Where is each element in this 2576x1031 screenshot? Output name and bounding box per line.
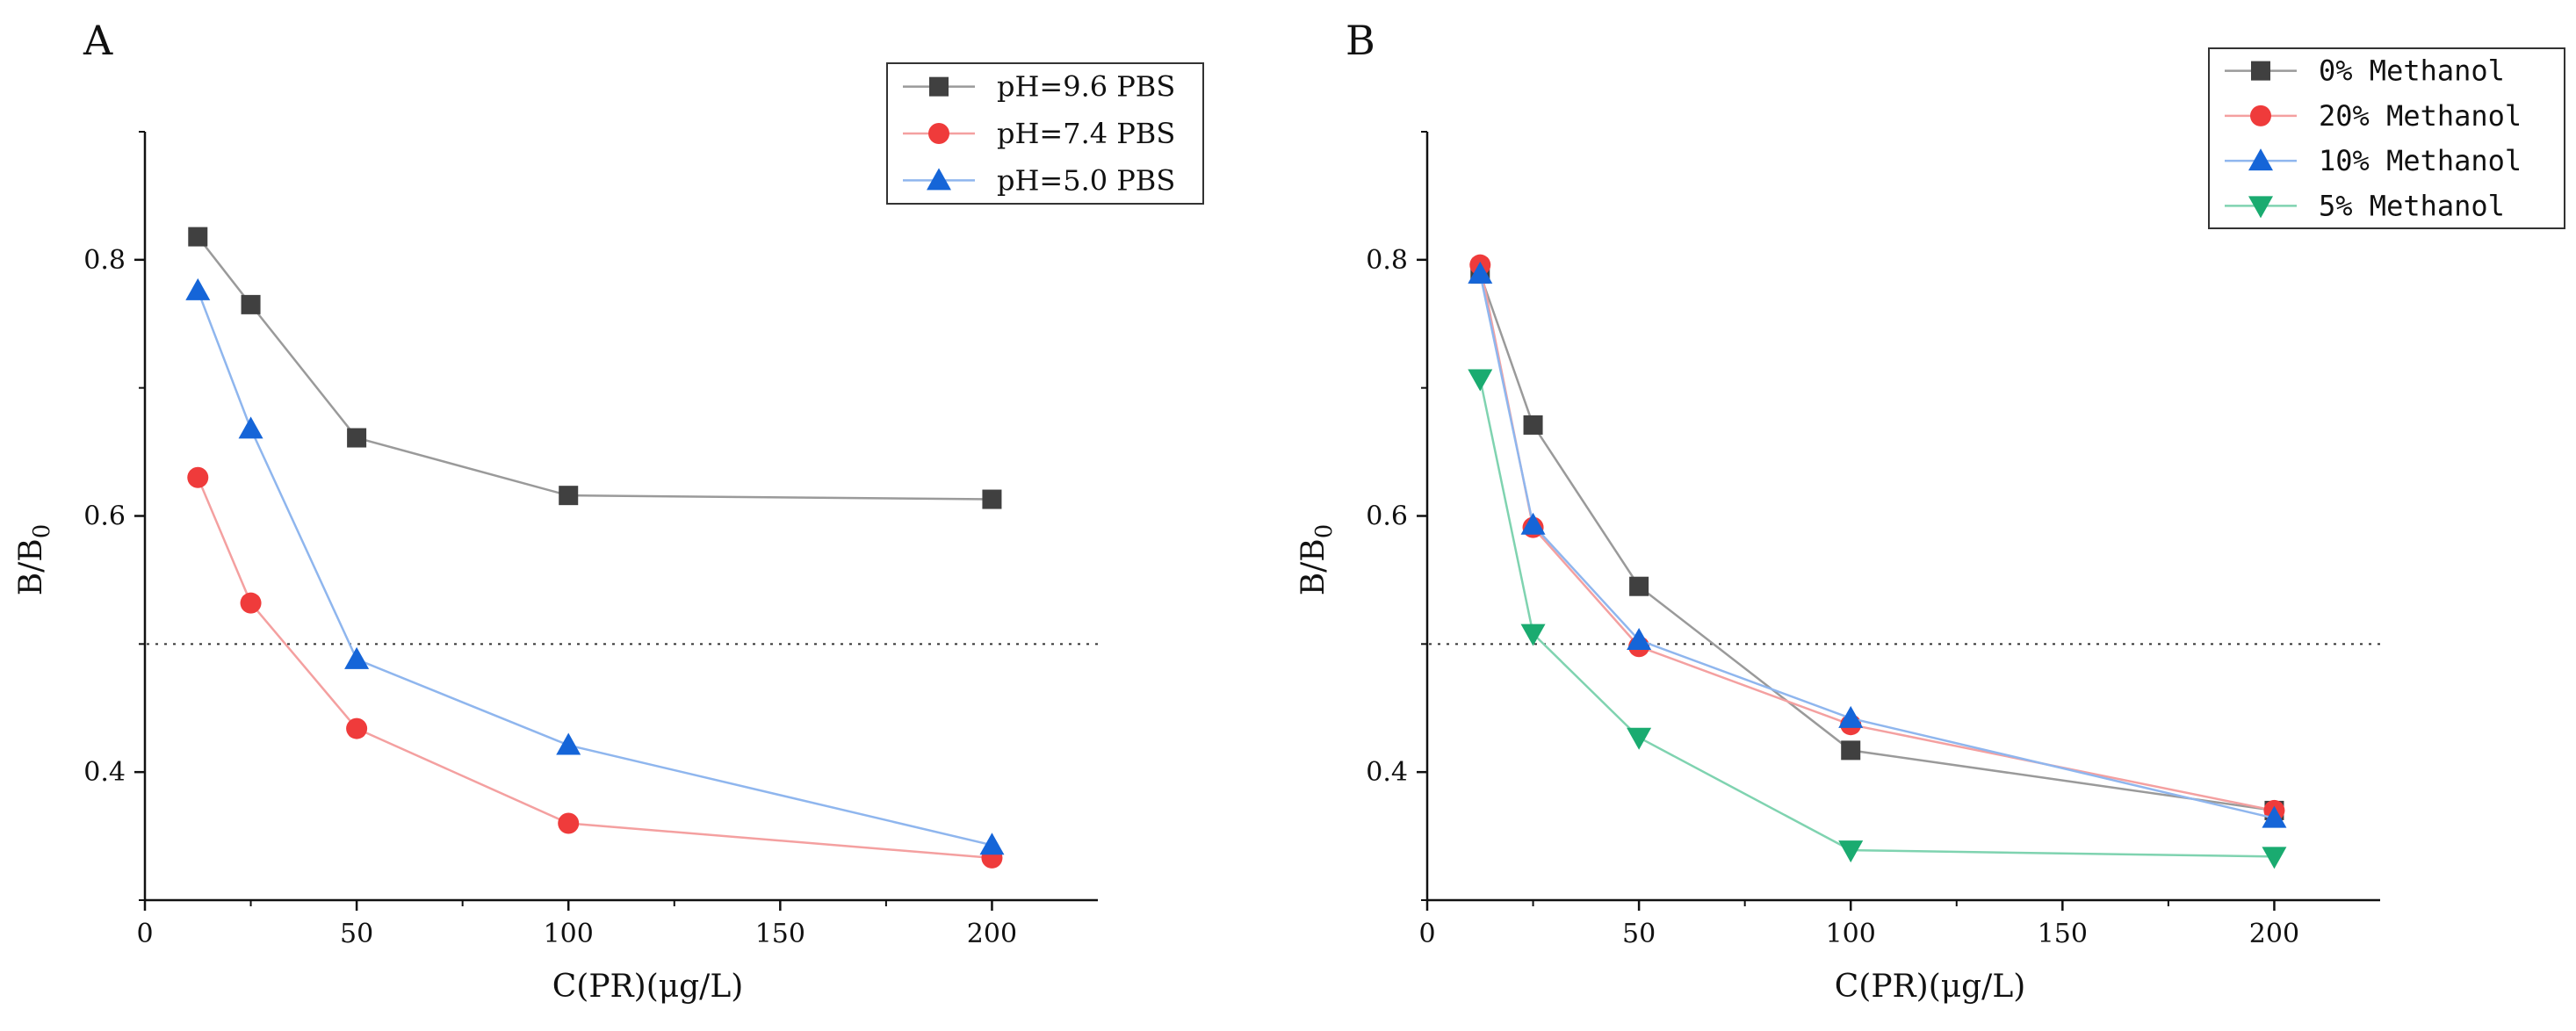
data-point [347, 428, 367, 448]
y-axis-label-sub: 0 [1311, 524, 1338, 539]
data-point [188, 227, 208, 247]
x-tick-label: 150 [755, 919, 805, 949]
x-tick-label: 200 [2249, 919, 2299, 949]
y-axis-label: B/B0 [13, 524, 55, 596]
legend-marker [928, 123, 949, 144]
y-tick-label: 0.8 [83, 245, 126, 276]
x-tick-label: 50 [1622, 919, 1656, 949]
legend-label: 0% Methanol [2319, 54, 2505, 88]
legend-label: 10% Methanol [2319, 144, 2522, 177]
y-tick-label: 0.4 [1366, 757, 1408, 788]
data-point [1838, 840, 1864, 863]
legend-marker [2251, 61, 2270, 81]
y-axis-label-main: B/B [13, 538, 49, 595]
x-tick-label: 0 [1418, 919, 1435, 949]
y-tick-label: 0.4 [83, 757, 126, 788]
data-point [1629, 576, 1649, 596]
data-point [982, 489, 1002, 509]
data-point [2262, 847, 2287, 869]
legend-marker [2250, 105, 2271, 126]
x-tick-label: 200 [967, 919, 1017, 949]
y-axis-label-main: B/B [1295, 538, 1331, 595]
legend-label: 5% Methanol [2319, 189, 2505, 222]
series-line [197, 477, 992, 860]
x-tick-label: 50 [340, 919, 373, 949]
data-point [1523, 415, 1543, 435]
panel-b: B0 50 100 150 2000.40.60.8C(PR)(μg/L)B/B00% … [1295, 17, 2565, 1005]
data-point [559, 486, 579, 506]
data-point [346, 717, 368, 739]
series-line [197, 235, 992, 501]
data-point [1520, 512, 1546, 535]
legend-label: pH=7.4 PBS [997, 117, 1175, 150]
data-point [241, 294, 261, 314]
data-point [238, 416, 263, 439]
legend-marker [927, 168, 951, 191]
data-point [185, 278, 211, 300]
x-tick-label: 100 [544, 919, 594, 949]
data-point [979, 833, 1005, 855]
data-point [1520, 624, 1546, 646]
panel-label: A [83, 17, 113, 64]
data-point [1841, 740, 1861, 761]
y-tick-label: 0.6 [83, 501, 126, 532]
y-tick-label: 0.8 [1366, 245, 1408, 276]
series-line [1479, 264, 2275, 812]
y-axis-label: B/B0 [1295, 524, 1338, 596]
series-line [197, 290, 992, 847]
x-tick-label: 150 [2038, 919, 2088, 949]
data-point [344, 646, 370, 669]
x-axis-label: C(PR)(μg/L) [1835, 969, 2026, 1005]
data-point [1468, 261, 1493, 284]
series-line [1479, 273, 2275, 819]
legend-label: 20% Methanol [2319, 99, 2522, 133]
data-point [1627, 627, 1652, 650]
data-point [1468, 369, 1493, 392]
x-tick-label: 100 [1826, 919, 1876, 949]
series-line [1479, 379, 2275, 858]
panel-a: A0 50 100 150 2000.40.60.8C(PR)(μg/L)B/B0pH=… [13, 17, 1204, 1005]
data-point [556, 732, 581, 755]
panel-label: B [1346, 17, 1375, 64]
legend-label: pH=9.6 PBS [997, 70, 1175, 104]
data-point [187, 466, 209, 488]
data-point [1627, 727, 1652, 750]
x-tick-label: 0 [136, 919, 153, 949]
legend-label: pH=5.0 PBS [997, 163, 1175, 197]
legend-marker [2248, 148, 2273, 171]
data-point [1838, 705, 1864, 728]
y-axis-label-sub: 0 [29, 524, 55, 539]
y-tick-label: 0.6 [1366, 501, 1408, 532]
legend-marker [929, 76, 949, 97]
data-point [558, 812, 580, 834]
x-axis-label: C(PR)(μg/L) [552, 969, 744, 1005]
legend-marker [2248, 196, 2273, 219]
data-point [240, 592, 262, 614]
data-point [2262, 805, 2287, 828]
